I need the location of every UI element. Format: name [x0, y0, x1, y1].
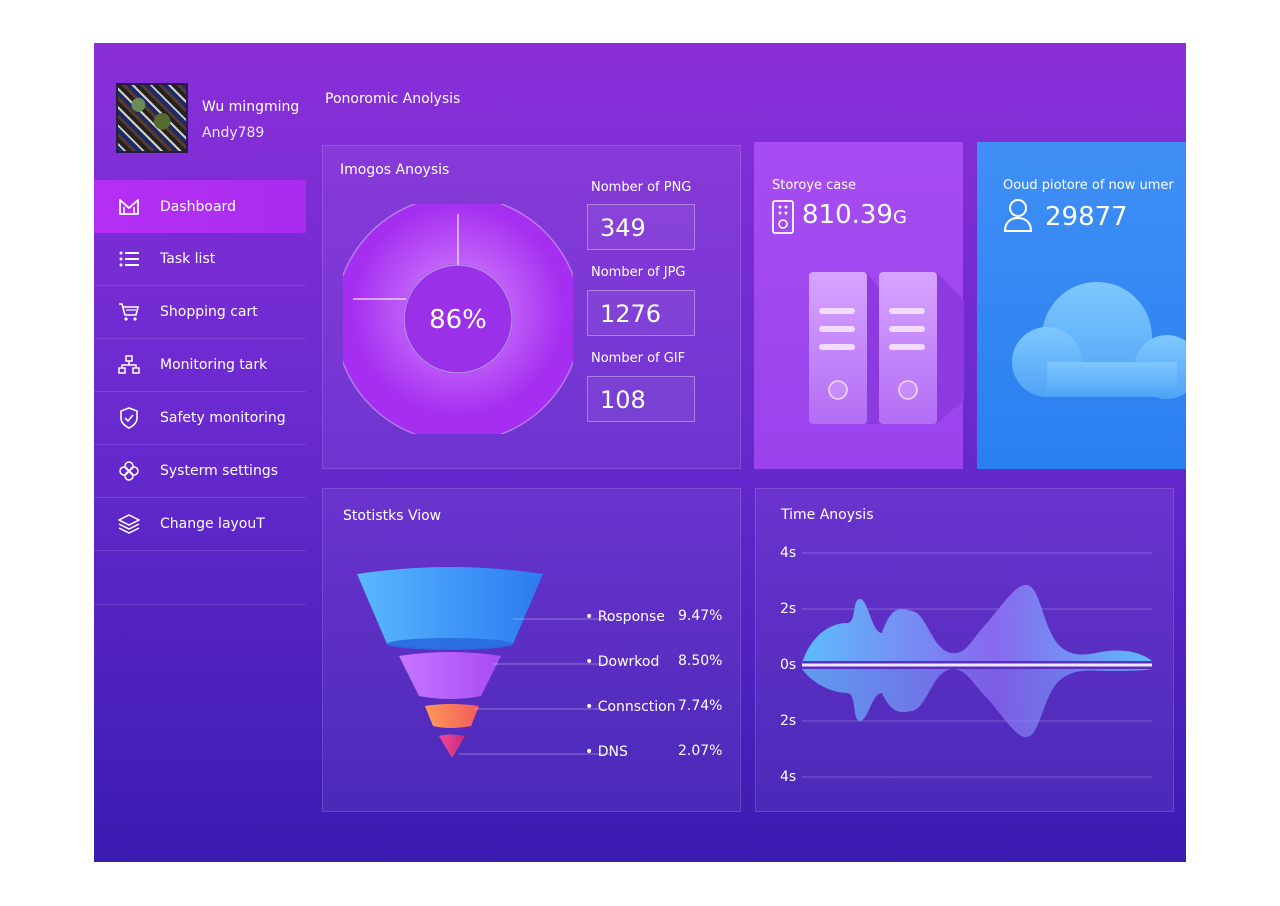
page-title: Ponoromic Anolysis — [325, 91, 461, 107]
list-icon — [118, 248, 140, 270]
user-id: Andy789 — [202, 125, 265, 141]
gif-count-label: Nomber of GIF — [591, 351, 686, 366]
panel-title: Ooud piotore of now umer — [1003, 178, 1174, 193]
settings-icon — [118, 460, 140, 482]
sidebar-item-shopping-cart[interactable]: Shopping cart — [94, 286, 306, 339]
wave-upper — [802, 584, 1152, 663]
sidebar-item-label: Safety monitoring — [160, 410, 286, 426]
sidebar-item-label: Change layouT — [160, 516, 265, 532]
wave-lower — [802, 669, 1152, 738]
sidebar-item-label: Monitoring tark — [160, 357, 268, 373]
funnel-percent-response: 9.47% — [678, 608, 723, 624]
y-axis-label: 0s — [780, 657, 797, 673]
funnel-percent-download: 8.50% — [678, 653, 723, 669]
funnel-percent-dns: 2.07% — [678, 743, 723, 759]
sidebar-item-label: Dashboard — [160, 198, 236, 215]
sidebar-item-label: Systerm settings — [160, 463, 278, 479]
sidebar-item-label: Task list — [160, 251, 216, 267]
sidebar-item-safety[interactable]: Safety monitoring — [94, 392, 306, 445]
y-axis-label: 2s — [780, 601, 797, 617]
donut-chart: 86% — [343, 204, 573, 434]
user-icon — [1003, 198, 1033, 236]
sidebar-item-dashboard[interactable]: Dashboard — [94, 180, 306, 233]
dashboard-window: Wu mingming Andy789 Dashboard Task list … — [94, 43, 1186, 862]
y-axis-label: 2s — [780, 713, 797, 729]
funnel-label-download: • Dowrkod — [585, 654, 660, 670]
server-icon — [772, 200, 794, 238]
gif-count-value: 108 — [587, 376, 695, 422]
jpg-count-value: 1276 — [587, 290, 695, 336]
panel-title: Stotistks Viow — [343, 508, 442, 524]
m-logo-icon — [118, 196, 140, 218]
funnel-label-connection: • Connsction — [585, 699, 676, 715]
avatar[interactable] — [116, 83, 188, 153]
user-name: Wu mingming — [202, 99, 300, 115]
funnel-segment-response — [357, 567, 543, 649]
panel-title: Imogos Anoysis — [340, 162, 450, 178]
funnel-segment-dns — [439, 734, 465, 758]
sidebar-item-change-layout[interactable]: Change layouT — [94, 498, 306, 551]
shield-icon — [118, 407, 140, 429]
cart-icon — [118, 301, 140, 323]
png-count-label: Nomber of PNG — [591, 180, 692, 195]
time-wave-chart — [802, 552, 1152, 778]
funnel-label-response: • Rosponse — [585, 609, 665, 625]
layers-icon — [118, 513, 140, 535]
time-analysis-panel: Time Anoysis 4s 2s 0s 2s 4s — [755, 488, 1174, 812]
sidebar-item-task-list[interactable]: Task list — [94, 233, 306, 286]
storage-number: 810.39 — [802, 200, 893, 230]
storage-unit: G — [892, 207, 907, 228]
server-illustration — [809, 272, 964, 424]
cloud-users-panel: Ooud piotore of now umer 29877 — [977, 142, 1186, 469]
sidebar-item-label: Shopping cart — [160, 304, 258, 320]
statistics-view-panel: Stotistks Viow • Rosponse 9.47% • Dowrko… — [322, 488, 741, 812]
sidebar: Wu mingming Andy789 Dashboard Task list … — [94, 43, 306, 862]
hierarchy-icon — [118, 354, 140, 376]
images-analysis-panel: Imogos Anoysis 86% Nomber of PNG 349 Nom… — [322, 145, 741, 469]
storage-value: 810.39G — [802, 200, 907, 230]
donut-percent: 86% — [429, 305, 487, 335]
cloud-users-value: 29877 — [1045, 202, 1128, 232]
funnel-label-dns: • DNS — [585, 744, 628, 760]
storage-panel: Storoye case 810.39G — [754, 142, 964, 469]
png-count-value: 349 — [587, 204, 695, 250]
y-axis-label: 4s — [780, 769, 797, 785]
y-axis-label: 4s — [780, 545, 797, 561]
panel-title: Storoye case — [772, 178, 857, 193]
panel-title: Time Anoysis — [781, 507, 874, 523]
funnel-percent-connection: 7.74% — [678, 698, 723, 714]
jpg-count-label: Nomber of JPG — [591, 265, 686, 280]
funnel-segment-download — [399, 652, 501, 699]
sidebar-item-settings[interactable]: Systerm settings — [94, 445, 306, 498]
sidebar-divider — [94, 551, 306, 605]
sidebar-item-monitoring[interactable]: Monitoring tark — [94, 339, 306, 392]
funnel-segment-connection — [425, 704, 479, 728]
cloud-icon — [1012, 282, 1186, 399]
sidebar-nav: Dashboard Task list Shopping cart Monito… — [94, 180, 306, 605]
funnel-chart — [357, 567, 611, 758]
